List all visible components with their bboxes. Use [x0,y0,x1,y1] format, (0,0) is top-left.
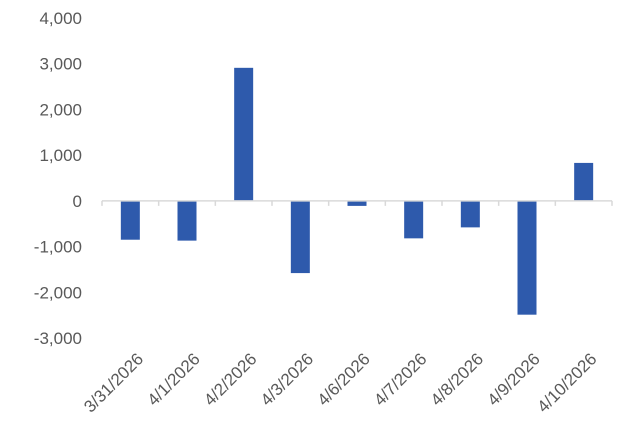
x-tick-label: 4/10/2026 [534,349,601,416]
y-tick-label: -1,000 [34,238,82,257]
y-tick-label: 4,000 [39,9,82,28]
bar [120,200,140,240]
bar-series [120,67,594,315]
x-axis-tick-labels: 3/31/20264/1/20264/2/20264/3/20264/6/202… [80,349,600,416]
y-tick-label: 1,000 [39,146,82,165]
bar [290,200,310,274]
y-tick-label: 0 [73,192,82,211]
y-tick-label: 3,000 [39,55,82,74]
y-tick-label: 2,000 [39,100,82,119]
y-tick-label: -3,000 [34,329,82,348]
x-tick-label: 4/1/2026 [144,349,204,409]
y-axis-tick-labels: 4,000 3,000 2,000 1,000 0 -1,000 -2,000 -3,000 [34,9,82,348]
x-axis [101,200,613,206]
bar [460,200,480,228]
y-tick-label: -2,000 [34,283,82,302]
x-tick-label: 4/2/2026 [200,349,260,409]
x-tick-label: 4/3/2026 [257,349,317,409]
bar [234,67,254,201]
x-tick-label: 4/7/2026 [370,349,430,409]
x-tick-label: 4/8/2026 [427,349,487,409]
bar [517,200,537,315]
bar [347,200,367,206]
x-tick-label: 4/6/2026 [314,349,374,409]
bar [177,200,197,241]
bar [404,200,424,239]
bar [574,162,594,201]
x-tick-label: 3/31/2026 [80,349,147,416]
